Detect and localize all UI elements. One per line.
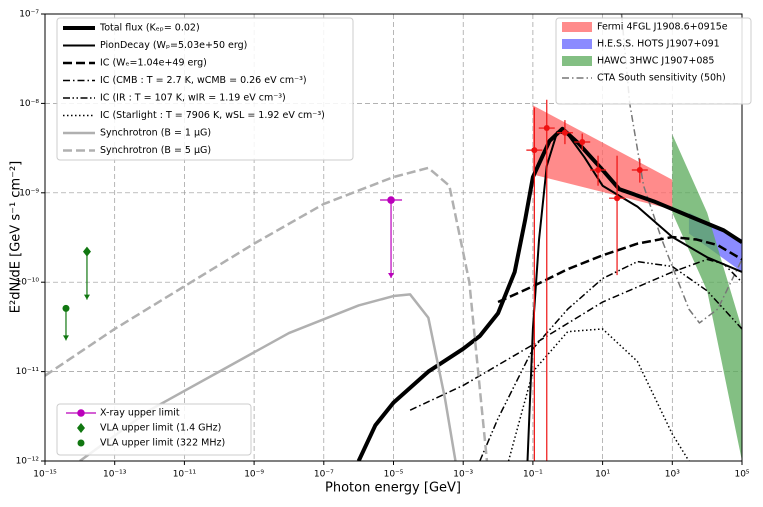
y-tick-label: 10⁻⁸	[19, 99, 39, 109]
legend-label: VLA upper limit (1.4 GHz)	[100, 423, 221, 434]
arrow-head	[62, 335, 69, 341]
sensitivity-line	[620, 14, 742, 324]
legend-label: Synchrotron (B = 1 μG)	[100, 128, 211, 139]
legend-label: CTA South sensitivity (50h)	[597, 73, 726, 84]
y-tick-label: 10⁻⁷	[19, 10, 39, 20]
marker	[62, 304, 70, 312]
data-point	[636, 166, 643, 173]
x-tick-label: 10⁵	[734, 470, 749, 480]
axes: 10⁻¹⁵ 10⁻¹³ 10⁻¹¹ 10⁻⁹ 10⁻⁷ 10⁻⁵ 10⁻³ 10⁻¹ 10¹ 10…	[16, 10, 750, 480]
y-tick-label: 10⁻¹⁰	[16, 278, 40, 288]
x-tick-label: 10¹	[595, 470, 610, 480]
marker	[77, 439, 85, 447]
y-tick-label: 10⁻⁹	[19, 188, 39, 198]
data-point	[579, 139, 586, 146]
legend-label: IC (CMB : T = 2.7 K, wCMB = 0.26 eV cm⁻³…	[100, 75, 307, 86]
data-point	[561, 129, 568, 136]
legend-box	[56, 403, 252, 456]
data-point	[595, 166, 602, 173]
x-tick-label: 10⁻¹⁵	[33, 470, 57, 480]
legend-label: X-ray upper limit	[100, 408, 180, 419]
x-tick-label: 10⁻⁵	[384, 470, 404, 480]
x-tick-label: 10⁻¹³	[103, 470, 127, 480]
x-tick-label: 10⁻⁹	[244, 470, 264, 480]
legend-label: HAWC 3HWC J1907+085	[597, 56, 714, 67]
legend-swatch	[562, 22, 592, 32]
arrow-head	[388, 273, 395, 279]
legend-label: IC (IR : T = 107 K, wIR = 1.19 eV cm⁻³)	[100, 93, 286, 104]
x-tick-label: 10³	[665, 470, 680, 480]
legends: Total flux (Kₑₚ= 0.02) PionDecay (Wₚ=5.03…	[56, 17, 752, 456]
model-line	[497, 235, 742, 304]
legend-box	[56, 17, 354, 161]
legend-label: PionDecay (Wₚ=5.03e+50 erg)	[100, 40, 247, 51]
legend-label: Total flux (Kₑₚ= 0.02)	[99, 23, 200, 34]
model-line	[79, 293, 457, 461]
legend-label: VLA upper limit (322 MHz)	[100, 438, 225, 449]
legend-swatch	[562, 39, 592, 49]
x-tick-label: 10⁻¹¹	[173, 470, 197, 480]
model-line	[45, 166, 489, 461]
marker	[77, 423, 85, 433]
model-line	[409, 258, 742, 411]
arrow-head	[83, 294, 90, 300]
data-point	[543, 125, 550, 132]
model-line	[479, 260, 742, 461]
legend-label: Fermi 4FGL J1908.6+0915e	[597, 22, 728, 33]
legend-label: IC (Starlight : T = 7906 K, wSL = 1.92 e…	[100, 110, 325, 121]
x-tick-label: 10⁻⁷	[314, 470, 334, 480]
y-axis-label: E²dN/dE [GeV s⁻¹ cm⁻²]	[9, 161, 24, 313]
marker	[387, 196, 395, 204]
legend-label: Synchrotron (B = 5 μG)	[100, 145, 211, 156]
marker	[77, 409, 85, 417]
x-axis-label: Photon energy [GeV]	[325, 481, 461, 496]
data-point	[531, 147, 538, 154]
legend-swatch	[562, 56, 592, 66]
legend-box	[555, 17, 752, 105]
data-point	[614, 195, 621, 202]
x-tick-label: 10⁻³	[453, 470, 473, 480]
model-line	[356, 126, 742, 461]
x-tick-label: 10⁻¹	[523, 470, 543, 480]
plot-area	[45, 14, 742, 461]
y-tick-label: 10⁻¹²	[16, 457, 40, 467]
y-tick-label: 10⁻¹¹	[16, 367, 40, 377]
model-line	[507, 328, 690, 461]
model-line	[526, 130, 742, 461]
legend-label: IC (Wₑ=1.04e+49 erg)	[100, 58, 207, 69]
marker	[82, 246, 91, 257]
legend-label: H.E.S.S. HOTS J1907+091	[597, 39, 720, 50]
